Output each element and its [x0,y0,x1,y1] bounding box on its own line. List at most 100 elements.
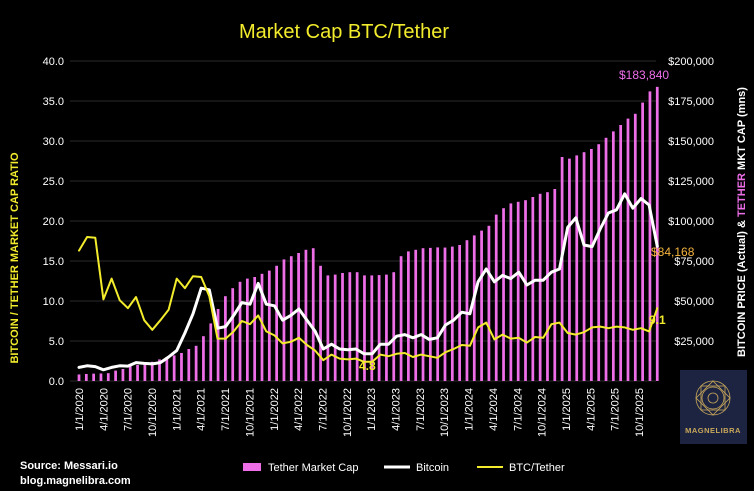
bitcoin-line [77,192,659,372]
left-tick-label: 5.0 [49,336,64,348]
date-tick-label: 1/1/2023 [366,388,378,431]
left-tick-label: 40.0 [43,56,64,68]
tether-bar [348,272,352,381]
tether-bar [238,281,242,381]
tether-bar [604,137,608,381]
tether-bar [333,274,337,381]
logo-background [680,370,747,444]
left-tick-label: 0.0 [49,376,64,388]
source-line-2: blog.magnelibra.com [20,475,131,487]
right-tick-label: $175,000 [668,96,714,108]
tether-bar [355,272,359,381]
date-axis-ticks: 1/1/2020 4/1/2020 7/1/2020 10/1/2020 1/1/202… [74,388,646,437]
right-axis-label: BITCOIN PRICE (Actual) & TETHER MKT CAP … [736,87,748,357]
date-tick-label: 4/1/2025 [585,388,597,431]
tether-bar [421,248,425,381]
tether-bar [121,369,125,381]
right-axis-label-part-2: TETHER [736,173,748,217]
tether-bar [494,214,498,381]
tether-bar [648,91,652,382]
date-tick-label: 4/1/2022 [293,388,305,431]
left-tick-label: 20.0 [43,216,64,228]
tether-bar [619,125,623,381]
tether-bar [114,370,117,381]
tether-bar [253,277,257,381]
source-line-1: Source: Messari.io [20,460,118,472]
tether-bar [414,249,418,381]
tether-bar [136,365,139,381]
tether-bar [590,149,593,381]
tether-bar [465,240,469,381]
tether-bar [436,247,440,381]
right-tick-label: $125,000 [668,176,714,188]
tether-bar [428,247,432,381]
annotation-bitcoin-last: $84,168 [651,245,695,259]
right-tick-label: $75,000 [674,256,714,268]
date-tick-label: 7/1/2022 [317,388,329,431]
left-tick-label: 10.0 [43,296,64,308]
chart-title: Market Cap BTC/Tether [239,21,449,43]
tether-bars [77,86,659,382]
tether-bar [407,251,410,381]
tether-bar [267,270,271,381]
tether-bar [509,203,513,381]
tether-bar [385,274,388,381]
right-tick-label: $25,000 [674,336,714,348]
right-tick-label: $100,000 [668,216,714,228]
date-tick-label: 7/1/2025 [610,388,622,431]
tether-bar [84,373,88,381]
tether-bar [297,253,300,381]
tether-bar [202,336,205,381]
tether-bar [531,197,535,381]
tether-bar [77,374,81,381]
tether-bar [209,323,213,381]
date-tick-label: 7/1/2023 [415,388,427,431]
tether-bar [180,353,183,381]
date-tick-label: 7/1/2020 [123,388,135,431]
tether-bar [450,246,454,381]
right-axis-ticks: $0$25,000$50,000$75,000$100,000$125,000$… [668,56,714,388]
right-tick-label: $150,000 [668,136,714,148]
tether-bar [538,193,542,381]
date-tick-label: 4/1/2023 [391,388,403,431]
left-axis-label: BITCOIN / TETHER MARKET CAP RATIO [9,152,21,363]
left-tick-label: 15.0 [43,256,64,268]
right-axis-label-part-1: BITCOIN PRICE (Actual) & [736,217,748,357]
date-tick-label: 10/1/2021 [244,388,256,437]
tether-bar [487,225,491,381]
tether-bar [341,273,344,381]
tether-bar [626,118,630,381]
tether-bar [326,275,330,381]
date-tick-label: 10/1/2023 [439,388,451,437]
tether-bar [245,278,249,381]
magnelibra-logo: MAGNELIBRA [680,370,747,444]
legend-bitcoin-label: Bitcoin [416,462,449,474]
annotation-tether-last: $183,840 [619,68,669,82]
date-tick-label: 10/1/2024 [537,388,549,437]
date-tick-label: 1/1/2022 [269,388,281,431]
tether-bar [502,208,505,381]
tether-bar [641,102,644,381]
tether-bar [568,158,571,381]
logo-text: MAGNELIBRA [685,426,741,435]
tether-bar [150,361,154,381]
legend-ratio-label: BTC/Tether [509,462,565,474]
date-tick-label: 10/1/2025 [634,388,646,437]
tether-bar [611,131,615,381]
left-tick-label: 25.0 [43,176,64,188]
tether-bar [231,288,235,381]
annotation-ratio-last: 9.1 [649,313,666,327]
left-tick-label: 35.0 [43,96,64,108]
tether-bar [524,200,527,381]
tether-bar [399,256,403,381]
tether-bar [582,152,586,381]
tether-bar [311,248,315,381]
tether-bar [187,349,191,381]
tether-bar [560,157,564,381]
tether-bar [106,373,110,381]
date-tick-label: 1/1/2021 [171,388,183,431]
tether-bar [546,192,549,381]
legend-tether-swatch [243,463,261,471]
tether-bar [143,363,147,381]
